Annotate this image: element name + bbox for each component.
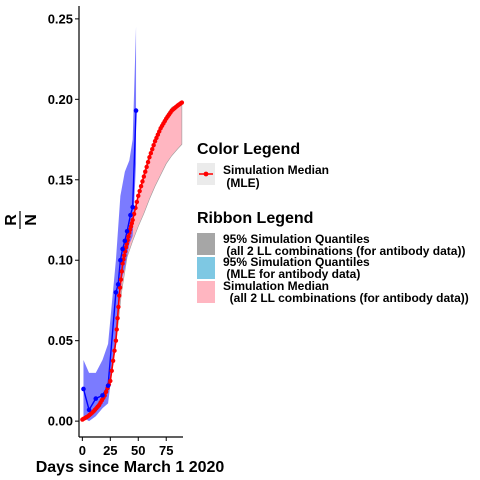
- x-tick-label: 50: [131, 443, 145, 458]
- simulation-median-point: [140, 179, 145, 184]
- observed-point: [118, 257, 123, 263]
- observed-point: [130, 204, 135, 210]
- observed-point: [133, 108, 139, 113]
- ribbon-layer: [82, 26, 183, 422]
- simulation-median-point: [109, 368, 114, 374]
- color-legend-label-line1: Simulation Median: [223, 163, 329, 177]
- ribbon-legend-label-line1: Simulation Median: [223, 279, 329, 293]
- color-legend-key-point: [203, 171, 209, 177]
- simulation-median-point: [113, 338, 119, 343]
- simulation-median-point: [120, 261, 125, 266]
- simulation-median-point: [108, 378, 113, 384]
- observed-point: [105, 383, 111, 389]
- y-tick-label: 0.20: [48, 92, 73, 107]
- observed-point: [128, 212, 133, 218]
- ribbon-legend-item-blue: 95% Simulation Quantiles (MLE for antibo…: [197, 255, 370, 281]
- ribbon-legend-key-blue: [197, 257, 215, 279]
- ribbon-legend-label-line1: 95% Simulation Quantiles: [223, 232, 370, 246]
- simulation-median-point: [138, 184, 144, 189]
- simulation-median-point: [116, 304, 121, 310]
- observed-point: [86, 407, 92, 413]
- y-tick-label: 0.15: [48, 172, 73, 187]
- simulation-median-point: [137, 188, 142, 194]
- simulation-median-point: [145, 159, 151, 165]
- simulation-median-point: [123, 245, 129, 250]
- point-layer: [80, 100, 185, 422]
- observed-point: [122, 238, 128, 244]
- simulation-median-point: [130, 217, 135, 223]
- simulation-median-point: [122, 253, 127, 258]
- simulation-median-point: [126, 234, 131, 239]
- simulation-median-point: [119, 269, 124, 274]
- y-axis-title: R N: [3, 211, 40, 229]
- observed-point: [93, 396, 99, 401]
- ribbon-legend-key-pink: [197, 281, 215, 303]
- simulation-median-point: [151, 142, 156, 148]
- ribbon-legend-title: Ribbon Legend: [197, 210, 313, 227]
- simulation-median-point: [110, 358, 116, 363]
- axes-layer: [78, 6, 183, 438]
- simulation-median-point: [103, 389, 109, 394]
- simulation-median-point: [150, 147, 155, 152]
- simulation-median-point: [144, 164, 149, 170]
- simulation-median-point: [115, 315, 120, 321]
- simulation-median-point: [136, 193, 141, 199]
- ribbon-legend-label-line2: (MLE for antibody data): [223, 267, 360, 281]
- ribbon-legend-label-line1: 95% Simulation Quantiles: [223, 255, 370, 269]
- ribbon-legend-item-pink: Simulation Median (all 2 LL combinations…: [197, 279, 469, 305]
- observed-point: [124, 228, 130, 234]
- observed-point: [113, 290, 119, 295]
- simulation-median-point: [148, 151, 154, 156]
- y-axis-title-numerator: R: [3, 214, 20, 226]
- ribbon-legend-label-line2: (all 2 LL combinations (for antibody dat…: [223, 291, 469, 305]
- x-tick-label: 0: [79, 443, 86, 458]
- observed-point: [115, 282, 121, 287]
- simulation-median-point: [179, 100, 185, 105]
- observed-line: [82, 110, 137, 412]
- simulation-median-point: [112, 348, 117, 353]
- y-tick-label: 0.25: [48, 11, 73, 26]
- ribbon-legend-key-gray: [197, 233, 215, 255]
- simulation-median-point: [143, 169, 148, 174]
- ribbon-legend-item-gray: 95% Simulation Quantiles (all 2 LL combi…: [197, 232, 465, 258]
- simulation-median-point: [117, 293, 122, 298]
- tick-layer: 0.00 0.05 0.10 0.15 0.20 0.25 0 25 50 75: [48, 11, 174, 458]
- y-tick-label: 0.10: [48, 253, 73, 268]
- color-legend-title: Color Legend: [197, 141, 300, 158]
- x-tick-label: 25: [103, 443, 117, 458]
- y-tick-label: 0.00: [48, 414, 73, 429]
- simulation-median-point: [147, 155, 152, 160]
- observed-point: [120, 246, 125, 252]
- observed-point: [100, 393, 105, 398]
- simulation-median-point: [118, 277, 124, 282]
- simulation-median-point: [134, 199, 140, 205]
- legend: Color Legend Simulation Median (MLE) Rib…: [197, 141, 469, 305]
- y-tick-label: 0.05: [48, 333, 73, 348]
- observed-point: [81, 386, 86, 392]
- x-axis-title: Days since March 1 2020: [36, 459, 225, 476]
- simulation-median-point: [131, 211, 137, 217]
- simulation-median-point: [114, 327, 119, 332]
- x-tick-label: 75: [159, 443, 173, 458]
- color-legend-item: Simulation Median (MLE): [197, 163, 329, 190]
- ribbon-legend-label-line2: (all 2 LL combinations (for antibody dat…: [223, 244, 465, 258]
- y-axis-title-denominator: N: [23, 214, 40, 226]
- observed-ribbon: [83, 26, 137, 422]
- color-legend-label-line2: (MLE): [223, 176, 260, 190]
- simulation-median-point: [141, 174, 147, 179]
